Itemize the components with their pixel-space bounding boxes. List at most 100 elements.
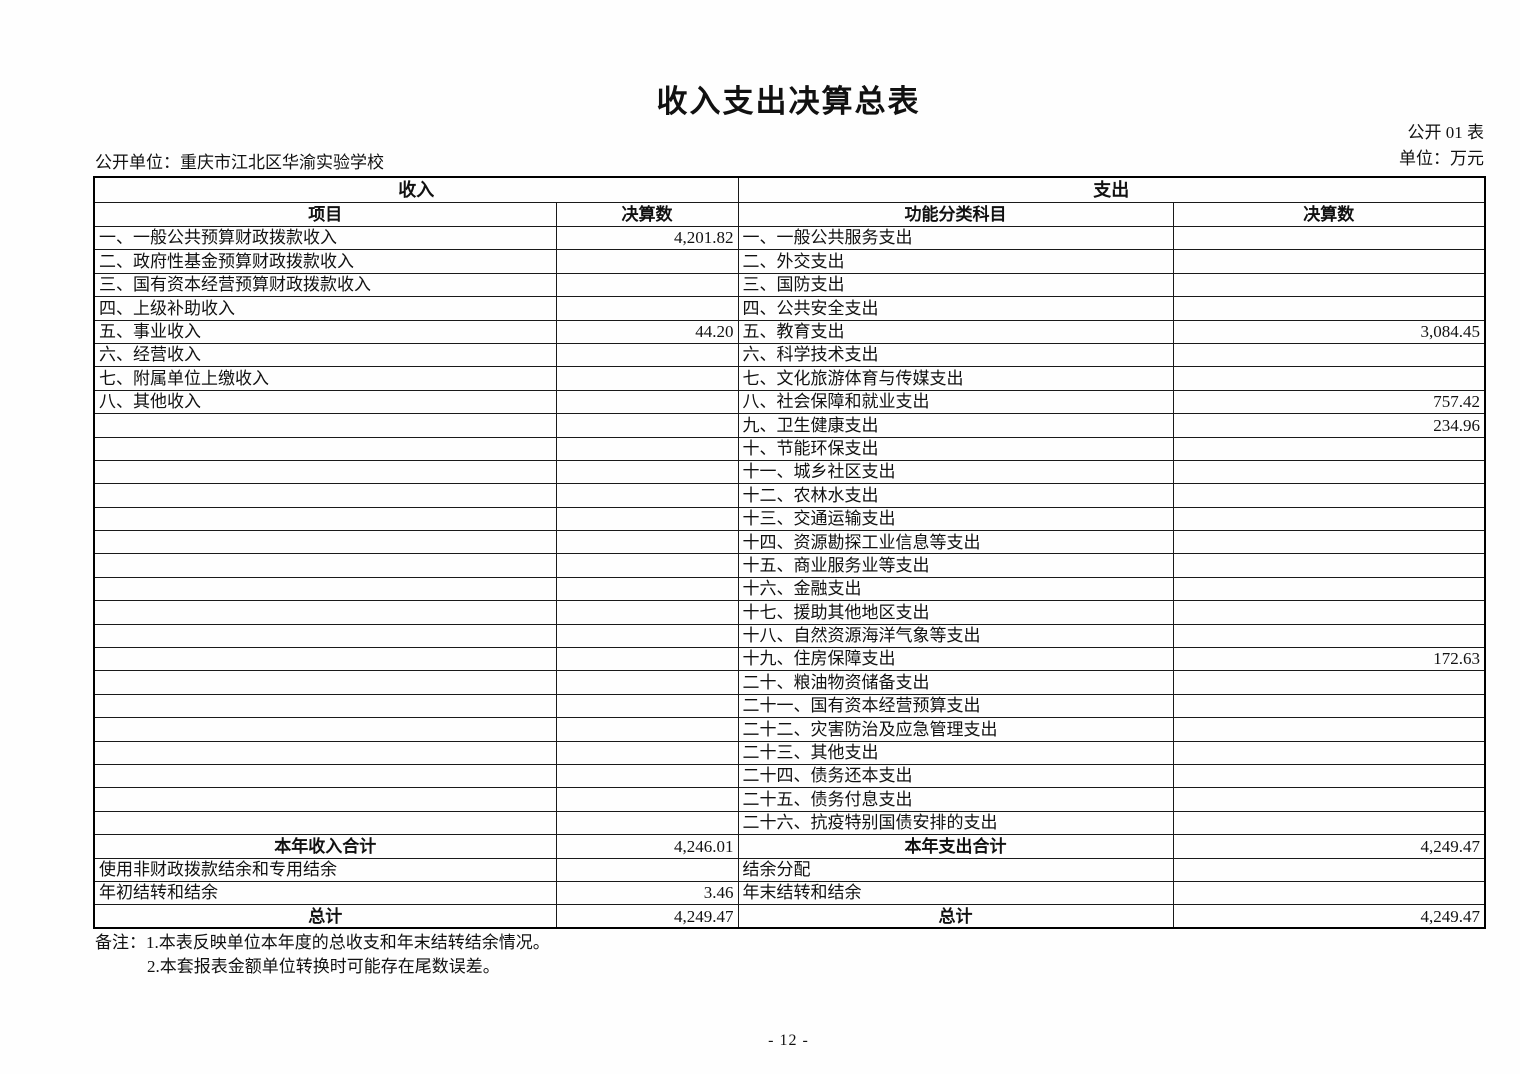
income-item-value bbox=[555, 530, 739, 555]
table-row: 二十二、灾害防治及应急管理支出 bbox=[93, 717, 1486, 742]
income-item-value bbox=[555, 693, 739, 719]
expense-item-label: 十二、农林水支出 bbox=[737, 483, 1174, 508]
income-item-value bbox=[555, 506, 739, 532]
expense-item-label: 十四、资源勘探工业信息等支出 bbox=[737, 530, 1174, 555]
table-row: 十四、资源勘探工业信息等支出 bbox=[93, 530, 1486, 555]
table-row: 十九、住房保障支出 172.63 bbox=[93, 647, 1486, 672]
income-item-label bbox=[93, 530, 557, 555]
expense-item-label: 十六、金融支出 bbox=[737, 576, 1174, 602]
income-item-value bbox=[555, 366, 739, 391]
income-item-value bbox=[555, 763, 739, 789]
expense-item-value bbox=[1172, 623, 1486, 649]
budget-summary-table: 收入 支出 项目 决算数 功能分类科目 决算数 一、一般公共预算财政拨款收入 4,… bbox=[93, 176, 1486, 930]
income-item-label bbox=[93, 740, 557, 765]
income-item-value bbox=[555, 272, 739, 298]
table-row: 十、节能环保支出 bbox=[93, 436, 1486, 461]
expense-item-value bbox=[1172, 483, 1486, 508]
income-item-label bbox=[93, 553, 557, 578]
table-row: 十二、农林水支出 bbox=[93, 483, 1486, 508]
income-item-value bbox=[555, 389, 739, 415]
income-item-label bbox=[93, 763, 557, 789]
footnote-line: 备注：1.本表反映单位本年度的总收支和年末结转结余情况。 bbox=[95, 933, 550, 952]
income-item-label: 三、国有资本经营预算财政拨款收入 bbox=[93, 272, 557, 298]
expense-item-value bbox=[1172, 717, 1486, 742]
income-item-label: 本年收入合计 bbox=[93, 834, 557, 859]
expense-item-label: 结余分配 bbox=[737, 857, 1174, 882]
column-header-row: 项目 决算数 功能分类科目 决算数 bbox=[93, 202, 1486, 227]
income-item-label bbox=[93, 576, 557, 602]
income-item-label bbox=[93, 600, 557, 625]
expense-item-label: 本年支出合计 bbox=[737, 834, 1174, 859]
expense-item-value bbox=[1172, 296, 1486, 321]
expense-item-value: 234.96 bbox=[1172, 413, 1486, 438]
summary-row: 总计 4,249.47 总计 4,249.47 bbox=[93, 904, 1486, 929]
expense-item-label: 九、卫生健康支出 bbox=[737, 413, 1174, 438]
income-item-value bbox=[555, 459, 739, 485]
table-number-label: 公开 01 表 bbox=[1407, 123, 1485, 142]
income-item-label bbox=[93, 623, 557, 649]
expense-item-value: 172.63 bbox=[1172, 647, 1486, 672]
income-item-value: 4,246.01 bbox=[555, 834, 739, 859]
expense-item-value bbox=[1172, 576, 1486, 602]
income-item-label bbox=[93, 506, 557, 532]
income-item-label: 总计 bbox=[93, 904, 557, 929]
table-row: 九、卫生健康支出 234.96 bbox=[93, 413, 1486, 438]
expense-item-label: 二十四、债务还本支出 bbox=[737, 763, 1174, 789]
income-item-value bbox=[555, 717, 739, 742]
expense-item-value bbox=[1172, 740, 1486, 765]
expense-item-value bbox=[1172, 506, 1486, 532]
income-item-value bbox=[555, 647, 739, 672]
table-row: 十八、自然资源海洋气象等支出 bbox=[93, 623, 1486, 649]
income-item-label bbox=[93, 787, 557, 812]
table-row: 三、国有资本经营预算财政拨款收入 三、国防支出 bbox=[93, 272, 1486, 298]
expense-item-label: 十一、城乡社区支出 bbox=[737, 459, 1174, 485]
expense-item-label: 二十、粮油物资储备支出 bbox=[737, 670, 1174, 695]
expense-item-label: 二、外交支出 bbox=[737, 249, 1174, 274]
income-item-value bbox=[555, 600, 739, 625]
expense-item-label: 三、国防支出 bbox=[737, 272, 1174, 298]
page-number: - 12 - bbox=[768, 1032, 809, 1049]
expense-item-value bbox=[1172, 787, 1486, 812]
income-item-value: 3.46 bbox=[555, 880, 739, 906]
table-body: 一、一般公共预算财政拨款收入 4,201.82 一、一般公共服务支出 二、政府性基金预… bbox=[93, 225, 1486, 929]
table-row: 四、上级补助收入 四、公共安全支出 bbox=[93, 296, 1486, 321]
table-row: 十七、援助其他地区支出 bbox=[93, 600, 1486, 625]
income-item-label: 六、经营收入 bbox=[93, 342, 557, 368]
income-item-value bbox=[555, 576, 739, 602]
table-row: 六、经营收入 六、科学技术支出 bbox=[93, 342, 1486, 368]
expense-item-value bbox=[1172, 272, 1486, 298]
expense-item-label: 十八、自然资源海洋气象等支出 bbox=[737, 623, 1174, 649]
expense-item-value bbox=[1172, 763, 1486, 789]
income-item-label: 年初结转和结余 bbox=[93, 880, 557, 906]
table-row: 二十一、国有资本经营预算支出 bbox=[93, 693, 1486, 719]
expense-item-value bbox=[1172, 880, 1486, 906]
expense-item-value bbox=[1172, 693, 1486, 719]
expense-item-label: 六、科学技术支出 bbox=[737, 342, 1174, 368]
income-item-label bbox=[93, 459, 557, 485]
table-row: 二十六、抗疫特别国债安排的支出 bbox=[93, 810, 1486, 836]
expense-item-label: 十五、商业服务业等支出 bbox=[737, 553, 1174, 578]
income-item-label bbox=[93, 436, 557, 461]
section-header-row: 收入 支出 bbox=[93, 176, 1486, 203]
expense-item-value: 3,084.45 bbox=[1172, 319, 1486, 344]
expense-item-label: 二十一、国有资本经营预算支出 bbox=[737, 693, 1174, 719]
expense-item-label: 二十三、其他支出 bbox=[737, 740, 1174, 765]
table-row: 二十三、其他支出 bbox=[93, 740, 1486, 765]
income-item-value: 4,249.47 bbox=[555, 904, 739, 929]
unit-label: 单位：万元 bbox=[1399, 149, 1484, 168]
expense-item-label: 总计 bbox=[737, 904, 1174, 929]
expense-item-value bbox=[1172, 530, 1486, 555]
income-item-label bbox=[93, 693, 557, 719]
table-row: 十一、城乡社区支出 bbox=[93, 459, 1486, 485]
expense-item-label: 四、公共安全支出 bbox=[737, 296, 1174, 321]
table-row: 一、一般公共预算财政拨款收入 4,201.82 一、一般公共服务支出 bbox=[93, 225, 1486, 251]
income-item-value bbox=[555, 296, 739, 321]
income-item-label bbox=[93, 483, 557, 508]
expense-item-label: 十三、交通运输支出 bbox=[737, 506, 1174, 532]
income-item-value bbox=[555, 740, 739, 765]
expense-item-value bbox=[1172, 366, 1486, 391]
expense-amount-column-header: 决算数 bbox=[1172, 202, 1486, 227]
income-item-value bbox=[555, 857, 739, 882]
expense-item-label: 二十五、债务付息支出 bbox=[737, 787, 1174, 812]
